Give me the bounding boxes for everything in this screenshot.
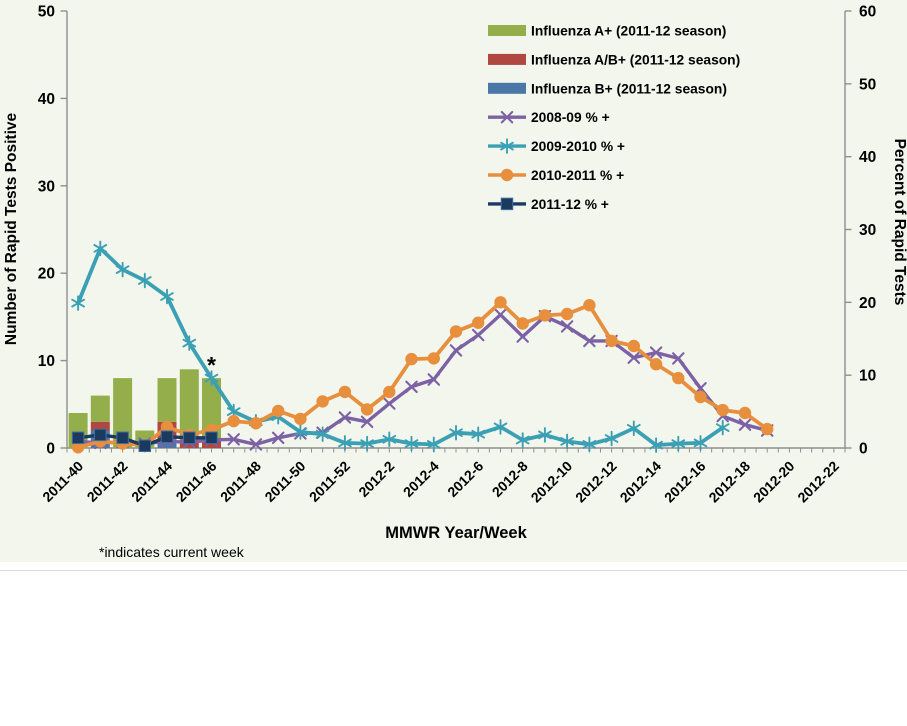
footnote: *indicates current week [99, 544, 245, 560]
legend-item: 2009-2010 % + [488, 138, 625, 154]
legend-label: Influenza B+ (2011-12 season) [531, 81, 727, 96]
x-axis-title: MMWR Year/Week [385, 524, 527, 542]
legend-label: 2009-2010 % + [531, 139, 625, 154]
bar-segment [157, 378, 177, 422]
y-axis-left-tick-label: 10 [38, 353, 55, 370]
y-axis-left-tick-label: 30 [38, 178, 55, 195]
legend-item: 2008-09 % + [488, 110, 610, 125]
y-axis-right-title: Percent of Rapid Tests [891, 139, 907, 306]
y-axis-left-title: Number of Rapid Tests Positive [3, 112, 20, 345]
legend-item: 2011-12 % + [488, 197, 609, 212]
y-axis-right-tick-label: 40 [859, 149, 876, 166]
line-series-2011-12- [71, 428, 218, 453]
bar-segment [202, 378, 221, 440]
y-axis-right-tick-label: 0 [859, 441, 868, 458]
y-axis-left-tick-label: 40 [38, 91, 55, 108]
y-axis-right-tick-label: 20 [859, 295, 876, 312]
legend-item: Influenza A+ (2011-12 season) [488, 24, 726, 39]
legend-item: Influenza A/B+ (2011-12 season) [488, 52, 740, 67]
chart-background [0, 0, 907, 562]
legend: Influenza A+ (2011-12 season) Influenza A… [488, 24, 740, 212]
legend-label: 2011-12 % + [531, 197, 609, 212]
legend-item: 2010-2011 % + [488, 168, 624, 183]
y-axis-right-tick-label: 60 [859, 4, 876, 21]
y-axis-right-tick-label: 50 [859, 76, 876, 93]
legend-label: Influenza A/B+ (2011-12 season) [531, 52, 740, 67]
y-axis-left-tick-label: 20 [38, 266, 55, 283]
bar-segment [90, 395, 110, 422]
legend-swatch-bar [488, 82, 526, 94]
y-axis-left-tick-label: 0 [46, 441, 55, 458]
bar-segment [113, 378, 133, 448]
bar-segment [179, 369, 199, 440]
legend-label: Influenza A+ (2011-12 season) [531, 24, 726, 39]
line-series-2009-2010- [71, 240, 730, 453]
legend-swatch-bar [488, 53, 526, 65]
line-series-2010-2011- [71, 296, 774, 454]
bar-segment [157, 439, 177, 448]
legend-label: 2008-09 % + [531, 110, 610, 125]
legend-label: 2010-2011 % + [531, 168, 624, 183]
legend-swatch-bar [488, 25, 526, 36]
legend-item: Influenza B+ (2011-12 season) [488, 81, 727, 96]
bar-segment [90, 421, 110, 431]
axes: 0 10 20 30 40 50 0 10 20 30 40 50 60 [38, 4, 877, 458]
current-week-asterisk: * [207, 352, 216, 378]
y-axis-right-tick-label: 30 [859, 222, 876, 239]
y-axis-right-tick-label: 10 [859, 368, 876, 385]
y-axis-left-tick-label: 50 [38, 4, 55, 21]
